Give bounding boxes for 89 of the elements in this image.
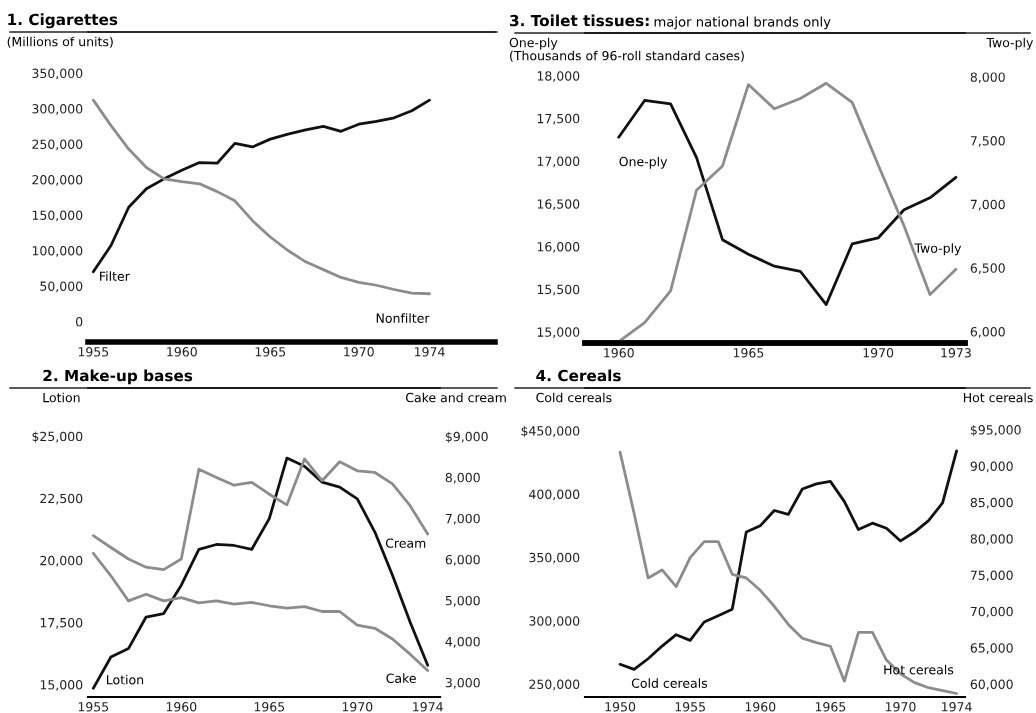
x-tick-label: 1955 (78, 347, 109, 357)
x-tick-label: 1973 (941, 348, 971, 358)
chart-title: 1. Cigarettes (8, 13, 118, 29)
y2-tick-label: 85,000 (970, 497, 1013, 509)
series-label: Nonfilter (376, 313, 430, 323)
x-tick-label: 1950 (605, 702, 636, 712)
y-tick-label: 400,000 (529, 489, 580, 501)
x-tick-label: 1960 (166, 702, 197, 712)
y2-tick-label: 8,000 (970, 72, 1005, 84)
line-series (91, 457, 430, 572)
y-tick-label: 300,000 (529, 616, 580, 627)
y2-tick-label: 6,000 (970, 327, 1005, 338)
y-tick-label: 150,000 (32, 210, 83, 222)
chart-title: 3. Toilet tissues: (510, 14, 649, 27)
x-tick-label: 1970 (342, 702, 373, 712)
y-tick-label: 100,000 (32, 245, 83, 257)
y-axis-title: Lotion (43, 392, 80, 403)
y2-tick-label: 6,500 (970, 263, 1005, 275)
x-tick-label: 1955 (675, 702, 705, 712)
x-tick-label: 1960 (745, 702, 776, 712)
y-tick-label: 300,000 (32, 104, 83, 115)
y2-axis-title: Hot cereals (963, 392, 1033, 403)
y-tick-label: 250,000 (529, 679, 580, 691)
y-tick-label: 15,500 (537, 284, 580, 296)
y-tick-label: 20,000 (40, 555, 83, 567)
y2-tick-label: 75,000 (970, 570, 1013, 582)
y-tick-label: 18,000 (537, 71, 580, 82)
y2-tick-label: 3,000 (445, 677, 480, 689)
y-tick-label: 15,000 (40, 680, 83, 691)
x-tick-label: 1960 (167, 347, 197, 357)
y-tick-label: 200,000 (32, 175, 83, 186)
y-tick-label: 50,000 (40, 281, 83, 293)
y-tick-label: 16,000 (537, 241, 580, 253)
y2-tick-label: 60,000 (970, 679, 1013, 691)
y-tick-label: 17,000 (537, 156, 580, 168)
series-label: Cream (385, 538, 426, 548)
y-tick-label: 22,500 (40, 493, 83, 505)
series-label: Hot cereals (884, 664, 954, 675)
line-series (91, 551, 430, 672)
y2-tick-label: 8,000 (445, 472, 480, 484)
y2-tick-label: 7,000 (970, 199, 1005, 211)
series-label: Cold cereals (631, 678, 708, 688)
y2-axis-title: Cake and cream (406, 392, 506, 403)
y-tick-label: 350,000 (529, 552, 580, 564)
x-tick-label: 1970 (885, 702, 916, 712)
y2-tick-label: 6,000 (445, 554, 480, 566)
x-tick-label: 1970 (863, 348, 894, 358)
chart-title: 4. Cereals (536, 369, 621, 382)
series-label: Filter (100, 271, 130, 281)
y-tick-label: 17,500 (40, 617, 83, 629)
y-axis-title: One-ply (Thousands of 96-roll standard cases) (509, 37, 744, 62)
y2-tick-label: 65,000 (970, 643, 1013, 654)
y2-tick-label: 4,000 (445, 636, 480, 648)
line-series (91, 456, 430, 690)
y-tick-label: 0 (76, 316, 83, 327)
x-tick-label: 1960 (604, 348, 634, 358)
y-tick-label: 15,000 (537, 327, 580, 339)
y-axis-title: Cold cereals (536, 392, 612, 403)
y-tick-label: 16,500 (537, 199, 580, 210)
y-tick-label: 17,500 (537, 113, 580, 125)
y2-tick-label: $9,000 (445, 431, 488, 443)
y-tick-label: 250,000 (32, 139, 83, 151)
y-tick-label: $450,000 (521, 425, 580, 438)
x-tick-label: 1965 (255, 347, 286, 357)
y-axis-title: (Millions of units) (7, 36, 113, 48)
x-tick-label: 1970 (344, 347, 374, 357)
chart-subtitle: major national brands only (654, 16, 831, 30)
series-label: Cake (386, 673, 416, 683)
y2-tick-label: 7,000 (445, 513, 480, 525)
x-tick-label: 1974 (414, 347, 445, 357)
y2-axis-title: Two-ply (986, 37, 1034, 50)
y2-tick-label: 5,000 (445, 595, 480, 607)
x-tick-label: 1974 (942, 702, 972, 712)
chart-title: 2. Make-up bases (43, 369, 193, 385)
series-label: One-ply (619, 156, 668, 169)
y2-tick-label: 70,000 (970, 606, 1013, 618)
series-label: Lotion (107, 674, 144, 685)
y2-tick-label: $95,000 (970, 424, 1021, 437)
y2-tick-label: 80,000 (970, 534, 1013, 545)
series-label: Two-ply (914, 243, 962, 256)
y-tick-label: $25,000 (32, 431, 83, 443)
x-tick-label: 1965 (733, 348, 764, 358)
y2-tick-label: 7,500 (970, 136, 1005, 147)
x-tick-label: 1974 (413, 702, 443, 712)
y2-tick-label: 90,000 (970, 461, 1013, 473)
y-tick-label: 350,000 (32, 68, 83, 80)
x-tick-label: 1965 (815, 702, 846, 712)
x-tick-label: 1955 (78, 702, 109, 712)
x-tick-label: 1965 (254, 702, 285, 712)
